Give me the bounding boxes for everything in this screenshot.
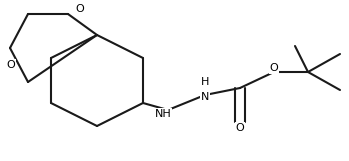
Text: O: O: [270, 63, 279, 73]
Text: O: O: [76, 4, 84, 14]
Text: H: H: [201, 77, 209, 87]
Text: N: N: [201, 92, 209, 102]
Text: O: O: [7, 60, 15, 70]
Text: NH: NH: [155, 109, 171, 119]
Text: O: O: [236, 123, 244, 133]
